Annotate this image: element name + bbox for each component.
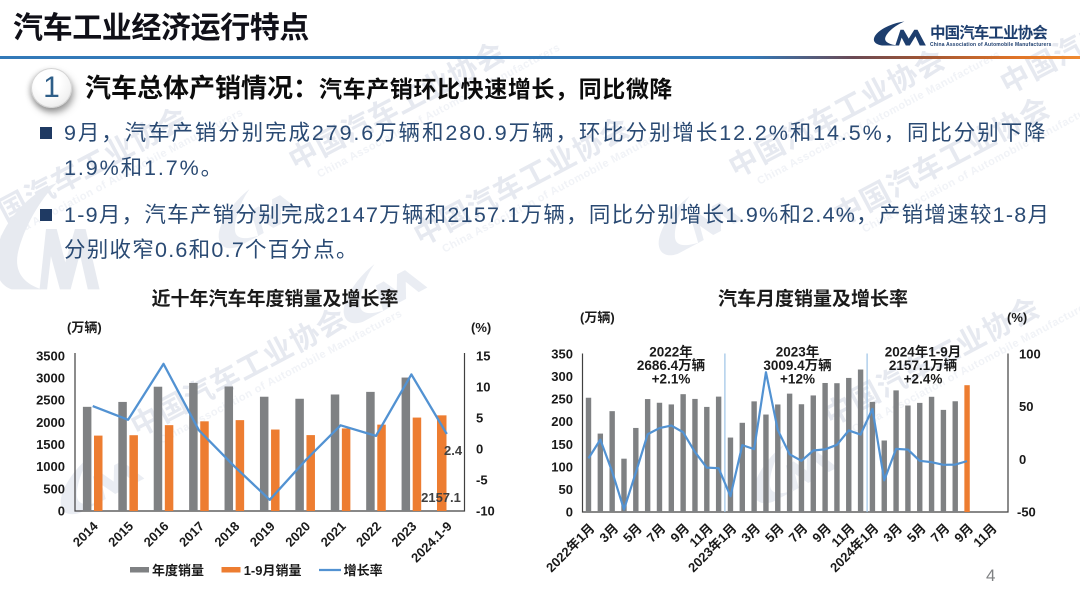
svg-text:1500: 1500 [36, 437, 65, 452]
svg-text:0: 0 [58, 504, 65, 519]
svg-text:0: 0 [1019, 452, 1026, 467]
svg-text:11月: 11月 [970, 521, 1000, 551]
svg-text:+2.1%: +2.1% [652, 372, 691, 387]
svg-text:2022年: 2022年 [649, 344, 693, 360]
svg-text:10: 10 [476, 379, 490, 394]
svg-text:250: 250 [551, 392, 573, 407]
svg-text:2021: 2021 [318, 519, 349, 550]
svg-text:5月: 5月 [904, 521, 929, 546]
svg-text:7月: 7月 [786, 521, 811, 546]
svg-text:2020: 2020 [282, 519, 313, 550]
svg-text:3000: 3000 [36, 370, 65, 385]
svg-text:汽车月度销量及增长率: 汽车月度销量及增长率 [718, 287, 908, 310]
svg-text:2686.4万辆: 2686.4万辆 [637, 358, 705, 373]
svg-text:(%): (%) [1007, 310, 1027, 325]
svg-text:1-9月销量: 1-9月销量 [244, 563, 302, 578]
svg-text:2018: 2018 [211, 519, 242, 550]
svg-text:2024年1-9月: 2024年1-9月 [885, 344, 962, 360]
svg-text:3月: 3月 [738, 521, 763, 546]
svg-text:1000: 1000 [36, 459, 65, 474]
svg-text:5: 5 [476, 410, 483, 425]
svg-text:+12%: +12% [780, 372, 815, 387]
svg-text:2157.1万辆: 2157.1万辆 [889, 358, 957, 373]
svg-text:2.4: 2.4 [444, 443, 463, 458]
svg-text:150: 150 [551, 437, 573, 452]
svg-text:300: 300 [551, 369, 573, 384]
svg-text:350: 350 [551, 347, 573, 362]
svg-text:3月: 3月 [596, 521, 621, 546]
svg-text:200: 200 [551, 414, 573, 429]
svg-text:50: 50 [1019, 399, 1033, 414]
svg-text:-5: -5 [476, 472, 488, 487]
svg-text:2022: 2022 [353, 519, 384, 550]
svg-text:2023: 2023 [388, 519, 419, 550]
svg-text:0: 0 [476, 441, 483, 456]
svg-text:2016: 2016 [141, 519, 172, 550]
svg-text:500: 500 [43, 481, 65, 496]
svg-text:5月: 5月 [620, 521, 645, 546]
svg-text:3月: 3月 [880, 521, 905, 546]
svg-text:3500: 3500 [36, 348, 65, 363]
svg-text:0: 0 [566, 505, 573, 520]
svg-text:(%): (%) [471, 320, 491, 335]
svg-text:100: 100 [551, 459, 573, 474]
svg-text:2015: 2015 [105, 519, 136, 550]
svg-text:15: 15 [476, 348, 490, 363]
svg-text:3009.4万辆: 3009.4万辆 [763, 358, 831, 373]
svg-text:-50: -50 [1017, 505, 1036, 520]
svg-text:近十年汽车年度销量及增长率: 近十年汽车年度销量及增长率 [151, 287, 398, 310]
svg-text:增长率: 增长率 [344, 563, 383, 578]
svg-text:7月: 7月 [928, 521, 953, 546]
svg-text:2023年: 2023年 [776, 344, 820, 360]
svg-text:2014: 2014 [70, 518, 102, 550]
svg-text:(万辆): (万辆) [580, 310, 615, 325]
svg-text:-10: -10 [476, 504, 495, 519]
svg-text:2157.1: 2157.1 [421, 490, 461, 505]
svg-text:(万辆): (万辆) [67, 320, 102, 335]
svg-text:7月: 7月 [644, 521, 669, 546]
svg-text:50: 50 [559, 482, 573, 497]
svg-text:年度销量: 年度销量 [152, 563, 204, 578]
svg-text:2000: 2000 [36, 415, 65, 430]
svg-text:5月: 5月 [762, 521, 787, 546]
svg-text:2019: 2019 [247, 519, 278, 550]
svg-text:+2.4%: +2.4% [904, 372, 943, 387]
svg-text:2017: 2017 [176, 519, 207, 550]
svg-text:2022年1月: 2022年1月 [543, 521, 598, 576]
svg-text:100: 100 [1019, 347, 1041, 362]
svg-text:2500: 2500 [36, 393, 65, 408]
